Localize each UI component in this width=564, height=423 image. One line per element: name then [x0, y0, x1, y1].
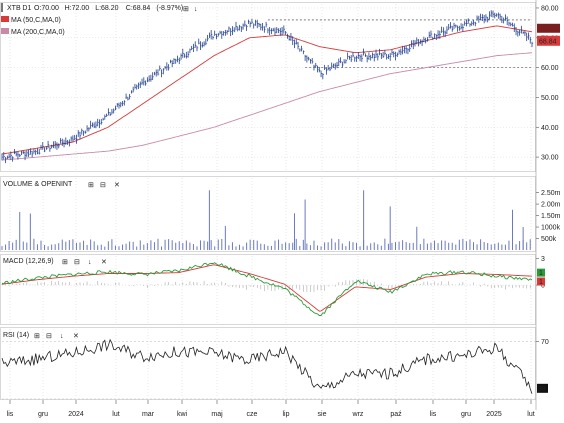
- x-tick-label: cze: [247, 411, 258, 418]
- volume-y-tick-label: 2.50m: [541, 190, 561, 197]
- price-y-tick-label: 60.00: [541, 65, 559, 72]
- x-tick-label: 2025: [486, 411, 502, 418]
- ma50-legend-swatch: [1, 16, 9, 22]
- volume-expand-icon[interactable]: ⊞: [88, 182, 94, 189]
- macd-y-tick-label: 0: [541, 283, 545, 290]
- rsi-down-icon[interactable]: ↓: [60, 333, 64, 340]
- macd-signal-line: [1, 264, 533, 312]
- rsi-close-icon[interactable]: ✕: [73, 333, 79, 340]
- x-tick-label: paź: [390, 411, 402, 418]
- price-badge-label: 68.84: [539, 38, 557, 45]
- x-tick-label: lut: [527, 411, 534, 418]
- rsi-badge: [537, 383, 548, 393]
- price-y-tick-label: 50.00: [541, 95, 559, 102]
- rsi-y-tick-label: 70: [541, 339, 549, 346]
- x-tick-label: mar: [142, 411, 155, 418]
- header-field: (-8.97%): [156, 5, 183, 12]
- ma50-legend-label: MA (50,C,MA,0): [11, 17, 61, 24]
- x-tick-label: sie: [318, 411, 327, 418]
- rsi-panel-title: RSI (14): [3, 332, 29, 339]
- header-field: H:72.00: [65, 5, 90, 12]
- macd-y-tick-label: 3: [541, 256, 545, 263]
- macd-close-icon[interactable]: ✕: [101, 259, 107, 266]
- macd-badge-bottom-label: 1: [539, 279, 543, 286]
- x-tick-label: lut: [112, 411, 119, 418]
- header-field: L:68.20: [95, 5, 118, 12]
- ma200-legend-label: MA (200,C,MA,0): [11, 29, 65, 36]
- ma50-line: [1, 25, 533, 155]
- volume-close-icon[interactable]: ✕: [114, 182, 120, 189]
- panel-frame-rsi: [0, 327, 536, 400]
- volume-y-tick-label: 500k: [541, 236, 557, 243]
- panel-frame-volume: [0, 176, 536, 252]
- panel-frame-price: [0, 2, 536, 172]
- x-tick-label: lip: [282, 411, 289, 418]
- volume-y-tick-label: 2.00m: [541, 202, 561, 209]
- ma-badge: [537, 23, 560, 33]
- x-tick-label: lis: [7, 411, 14, 418]
- volume-y-tick-label: 1.50m: [541, 213, 561, 220]
- rsi-expand-icon[interactable]: ⊞: [34, 333, 40, 340]
- macd-badge-bottom: [537, 277, 545, 286]
- rsi-badge-label: 38: [538, 386, 546, 393]
- header-field: C:68.84: [126, 5, 151, 12]
- panel-frame-macd: [0, 254, 536, 325]
- download-icon[interactable]: ↓: [194, 6, 198, 13]
- price-y-tick-label: 80.00: [541, 5, 559, 12]
- ma200-line: [1, 52, 533, 161]
- ma200-legend-swatch: [1, 28, 9, 34]
- expand-icon[interactable]: ⊞: [183, 6, 189, 13]
- x-tick-label: kwi: [177, 411, 188, 418]
- x-tick-label: gru: [461, 411, 471, 418]
- macd-badge-top-label: 1: [539, 270, 543, 277]
- macd-expand-icon[interactable]: ⊞: [62, 259, 68, 266]
- price-y-tick-label: 30.00: [541, 155, 559, 162]
- header-field: D1: [22, 5, 31, 12]
- rsi-line: [1, 338, 533, 394]
- header-field: O:70.00: [34, 5, 59, 12]
- volume-collapse-icon[interactable]: ⊟: [100, 182, 106, 189]
- price-y-tick-label: 40.00: [541, 125, 559, 132]
- rsi-collapse-icon[interactable]: ⊟: [46, 333, 52, 340]
- x-tick-label: maj: [211, 411, 223, 418]
- x-tick-label: gru: [38, 411, 48, 418]
- x-tick-label: 2024: [68, 411, 84, 418]
- header-marker: [1, 3, 3, 12]
- macd-panel-title: MACD (12,26,9): [3, 258, 54, 265]
- x-tick-label: lis: [430, 411, 437, 418]
- macd-down-icon[interactable]: ↓: [88, 259, 92, 266]
- header-field: XTB: [7, 5, 21, 12]
- macd-collapse-icon[interactable]: ⊟: [74, 259, 80, 266]
- price-badge: [537, 35, 560, 46]
- macd-line: [1, 262, 533, 316]
- x-tick-label: wrz: [352, 411, 364, 418]
- macd-badge-top: [537, 268, 545, 277]
- volume-panel-title: VOLUME & OPENINT: [3, 181, 73, 188]
- volume-y-tick-label: 1000k: [541, 225, 561, 232]
